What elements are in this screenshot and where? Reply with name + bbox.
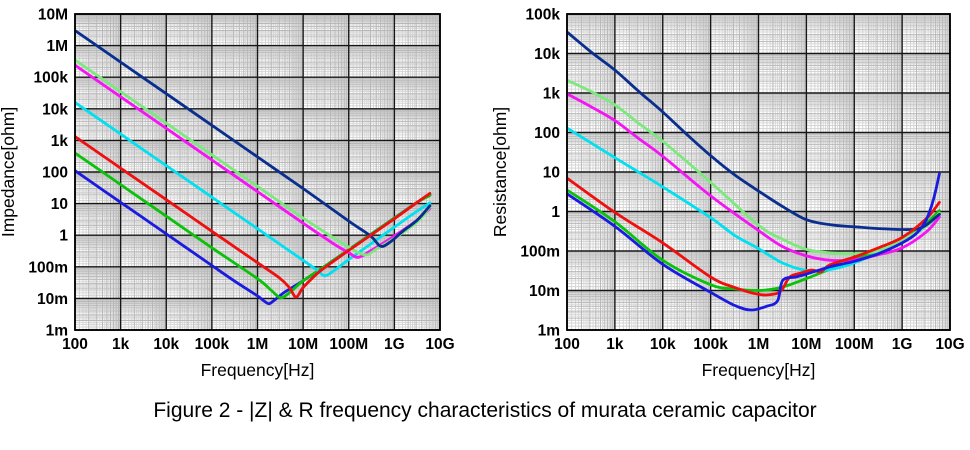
- y-tick-label: 100m: [520, 244, 560, 261]
- series-navy-line: [567, 30, 941, 231]
- y-tick-label: 1: [59, 228, 68, 245]
- y-tick-label: 10k: [534, 46, 560, 63]
- y-tick-label: 100k: [34, 70, 69, 87]
- x-tick-label: 100k: [693, 336, 728, 353]
- x-tick-label: 100M: [835, 336, 874, 353]
- y-tick-label: 10m: [37, 291, 68, 308]
- impedance-chart-frame: [74, 13, 441, 331]
- x-tick-label: 1k: [112, 336, 130, 353]
- y-tick-label: 1m: [46, 323, 68, 340]
- y-tick-label: 10m: [529, 283, 560, 300]
- series-light-green-line: [567, 78, 941, 256]
- x-tick-label: 10M: [288, 336, 318, 353]
- x-tick-label: 10k: [153, 336, 179, 353]
- series-red-line: [567, 176, 941, 297]
- series-blue-line: [567, 172, 941, 312]
- resistance-chart-frame: [566, 13, 951, 331]
- x-tick-label: 100k: [195, 336, 230, 353]
- series-navy-line: [75, 29, 432, 248]
- x-tick-label: 100: [554, 336, 580, 353]
- x-tick-label: 1G: [384, 336, 405, 353]
- x-tick-label: 10G: [935, 336, 964, 353]
- y-tick-label: 1m: [538, 323, 560, 340]
- x-tick-label: 10G: [425, 336, 454, 353]
- y-tick-label: 10M: [38, 7, 68, 24]
- y-axis-title: Resistance[ohm]: [490, 107, 510, 237]
- x-tick-label: 100: [62, 336, 88, 353]
- series-red-line: [75, 135, 432, 299]
- x-tick-label: 10M: [791, 336, 821, 353]
- y-tick-label: 1k: [51, 133, 69, 150]
- x-tick-label: 10k: [650, 336, 676, 353]
- figure-caption: Figure 2 - |Z| & R frequency characteris…: [153, 399, 817, 422]
- x-tick-label: 1M: [247, 336, 269, 353]
- y-tick-label: 100k: [526, 7, 561, 24]
- y-tick-label: 10: [51, 196, 68, 213]
- x-axis-title: Frequency[Hz]: [201, 360, 315, 380]
- series-magenta-line: [567, 92, 941, 263]
- y-tick-label: 10: [543, 165, 560, 182]
- y-tick-label: 100m: [28, 259, 68, 276]
- series-cyan-line: [75, 101, 432, 278]
- x-tick-label: 1k: [606, 336, 624, 353]
- y-tick-label: 1k: [543, 86, 561, 103]
- series-magenta-line: [75, 63, 432, 259]
- y-tick-label: 1M: [46, 38, 68, 55]
- y-tick-label: 1: [551, 204, 560, 221]
- y-tick-label: 100: [42, 165, 68, 182]
- x-tick-label: 1G: [892, 336, 913, 353]
- x-tick-label: 1M: [748, 336, 770, 353]
- y-tick-label: 100: [534, 125, 560, 142]
- y-tick-label: 10k: [42, 101, 68, 118]
- x-axis-title: Frequency[Hz]: [702, 360, 816, 380]
- x-tick-label: 100M: [329, 336, 368, 353]
- y-axis-title: Impedance[ohm]: [0, 107, 18, 237]
